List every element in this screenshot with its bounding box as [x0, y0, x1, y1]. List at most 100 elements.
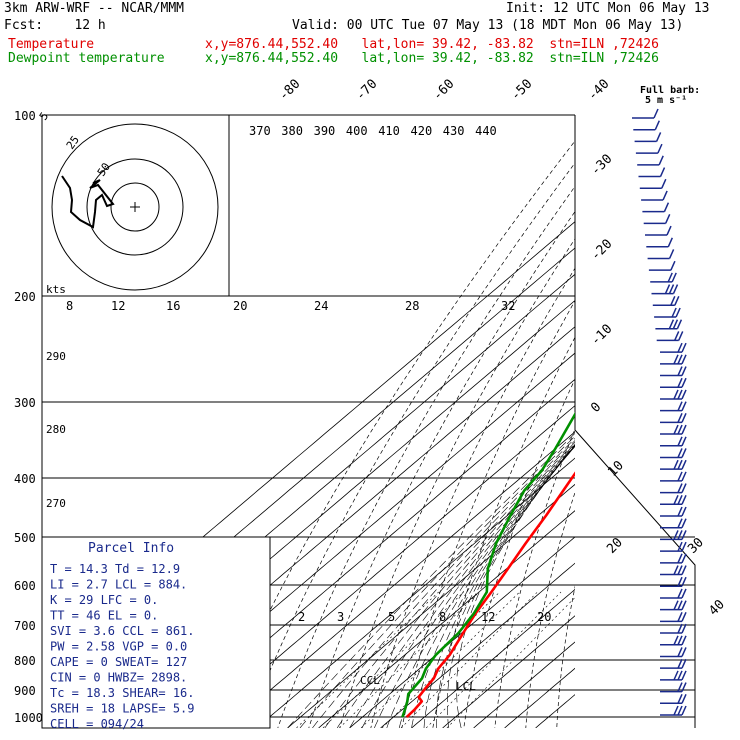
wind-barb — [647, 249, 675, 260]
wind-barb — [660, 693, 687, 705]
wind-barb-flag — [681, 600, 687, 610]
dry-adiabat-line — [432, 336, 575, 728]
wind-barb-flag — [678, 331, 684, 341]
wind-barb-flag — [677, 342, 683, 353]
wind-barb-flag — [677, 600, 683, 610]
ccl-annotation: CCL — [360, 674, 380, 687]
parcel-info-row: SREH = 18 LAPSE= 5.9 — [50, 702, 195, 716]
isotherm-label: -40 — [585, 77, 612, 104]
wind-barb — [660, 682, 687, 693]
wind-barb-flag — [677, 366, 683, 376]
wind-barb — [660, 576, 687, 587]
wind-barb-flag — [681, 670, 687, 681]
dry-adiabat-line — [556, 585, 575, 728]
wind-barb — [660, 483, 687, 494]
plot-right-border — [574, 115, 696, 728]
dry-adiabat-line — [339, 238, 575, 728]
dry-adiabat-line — [649, 115, 740, 728]
pressure-tick-label: 700 — [14, 619, 36, 633]
wind-barb-flag — [677, 459, 683, 470]
moist-adiabat-line — [299, 435, 575, 728]
pressure-tick-label: 600 — [14, 579, 36, 593]
hodograph-speed-label: 16 — [166, 299, 180, 313]
wind-barb — [660, 705, 687, 716]
isotherm-line — [442, 615, 575, 728]
wind-barb-flag — [673, 670, 679, 681]
wind-barb-flag — [677, 471, 683, 482]
dry-adiabat-line — [401, 300, 575, 728]
temperature-legend: Temperature — [8, 37, 95, 52]
isotherm-line — [473, 641, 575, 728]
wind-barb-flag — [681, 647, 687, 657]
wind-barb-flag — [681, 635, 687, 646]
wind-barb-flag — [677, 705, 683, 716]
wind-barb-flag — [677, 565, 683, 575]
wind-barb-flag — [681, 377, 687, 388]
wind-barb-flag — [675, 307, 681, 318]
wind-barb-flag — [681, 530, 687, 540]
isotherm-label: 0 — [588, 400, 604, 416]
wind-barb — [660, 588, 687, 599]
pressure-tick-label: 800 — [14, 654, 36, 668]
wind-barb-flag — [681, 471, 687, 482]
dry-adiabat-line — [619, 115, 740, 728]
hodograph-ring-label: 50 — [95, 160, 113, 178]
wind-barb-flag — [674, 295, 680, 306]
wind-barb — [638, 167, 666, 178]
wind-barb — [651, 284, 679, 295]
wind-barb-flag — [677, 518, 683, 529]
mixing-ratio-label: 5 — [388, 610, 395, 624]
wind-barb-flag — [677, 354, 683, 365]
wind-barb — [650, 272, 677, 283]
wind-barb-flag — [677, 623, 683, 634]
wind-barb — [660, 565, 687, 576]
wind-barb-flag — [681, 354, 687, 365]
dry-adiabat-line — [277, 185, 575, 728]
mixing-ratio-label: 20 — [537, 610, 551, 624]
wind-barb — [633, 120, 660, 131]
theta-label: 410 — [378, 124, 400, 138]
pressure-tick-label: 1000 — [14, 711, 43, 725]
wind-barb — [660, 612, 687, 623]
hodograph-trace — [61, 175, 115, 229]
wind-barb-flag — [681, 459, 687, 470]
parcel-info-row: T = 14.3 Td = 12.9 — [50, 562, 180, 576]
wind-barb-flag — [677, 658, 683, 669]
wind-barb-flag — [677, 401, 683, 411]
isotherm-line — [318, 510, 575, 728]
pressure-tick-label: 200 — [14, 290, 36, 304]
wind-barb-flag — [681, 413, 687, 423]
wind-barb — [660, 600, 687, 611]
wind-barb-flag — [655, 132, 662, 142]
wind-barb-flag — [673, 389, 679, 400]
wind-barb-flag — [681, 342, 687, 353]
wind-barb — [660, 354, 687, 365]
temperature-profile-line — [405, 471, 575, 719]
hodograph-ring-label: 25 — [64, 133, 82, 151]
mixing-ratio-line — [425, 591, 562, 728]
wind-barb-flag — [671, 272, 677, 283]
parcel-info-row: CIN = 0 HWBZ= 2898. — [50, 671, 187, 685]
wind-barb — [660, 471, 687, 482]
wind-barb — [660, 530, 687, 541]
mixing-ratio-label: 8 — [439, 610, 446, 624]
init-time: Init: 12 UTC Mon 06 May 13 — [506, 1, 710, 16]
wind-barb — [660, 436, 687, 447]
isotherm-label: -60 — [430, 77, 457, 104]
wind-barb — [660, 670, 687, 681]
wind-barb — [660, 342, 687, 353]
wind-barb-flag — [673, 494, 679, 505]
isotherm-line — [287, 483, 575, 728]
wind-barb-flag — [681, 448, 687, 458]
wind-barb — [646, 237, 673, 248]
wind-barb-flag — [677, 389, 683, 400]
wind-barb-flag — [663, 202, 670, 212]
wind-barb-flag — [673, 565, 679, 575]
dewpoint-legend: Dewpoint temperature — [8, 51, 165, 66]
dry-adiabat-line — [678, 115, 740, 728]
parcel-info-row: PW = 2.58 VGP = 0.0 — [50, 640, 187, 654]
parcel-info-row: CAPE = 0 SWEAT= 127 — [50, 655, 187, 669]
adiabat-label: 270 — [46, 497, 66, 510]
isotherm-label: -70 — [353, 77, 380, 104]
